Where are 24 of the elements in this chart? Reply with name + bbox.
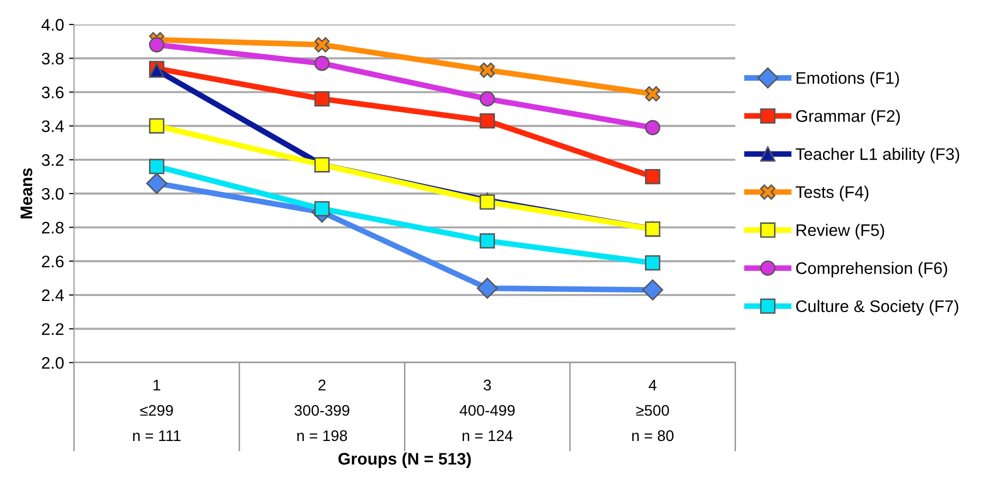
y-tick-label: 4.0 xyxy=(42,18,64,31)
y-tick-label: 3.8 xyxy=(42,52,64,65)
legend-label: Culture & Society (F7) xyxy=(796,300,958,316)
legend-label: Tests (F4) xyxy=(796,186,868,202)
y-tick-label: 2.2 xyxy=(42,323,64,335)
y-tick-label: 3.2 xyxy=(42,154,64,166)
x-tick-label: 2 300-399 n = 198 xyxy=(294,380,350,442)
y-tick-label: 2.8 xyxy=(42,222,64,234)
legend-label: Teacher L1 ability (F3) xyxy=(796,148,960,164)
x-tick-label: 4 ≥500 n = 80 xyxy=(632,380,674,442)
y-tick-label: 3.6 xyxy=(42,86,64,98)
x-axis-title: Groups (N = 513) xyxy=(338,452,471,468)
legend-label: Review (F5) xyxy=(796,224,884,240)
x-tick-label: 1 ≤299 n = 111 xyxy=(133,380,181,441)
y-axis-title: Means xyxy=(20,168,32,218)
y-tick-label: 2.0 xyxy=(42,357,64,369)
legend-label: Comprehension (F6) xyxy=(796,262,948,278)
x-tick-label: 3 400-499 n = 124 xyxy=(460,380,515,441)
y-tick-label: 3.4 xyxy=(42,120,64,132)
y-tick-label: 3.0 xyxy=(42,188,64,200)
y-tick-label: 2.6 xyxy=(42,256,64,268)
legend-label: Emotions (F1) xyxy=(796,72,899,88)
y-tick-label: 2.4 xyxy=(42,289,64,302)
legend-label: Grammar (F2) xyxy=(796,110,900,126)
